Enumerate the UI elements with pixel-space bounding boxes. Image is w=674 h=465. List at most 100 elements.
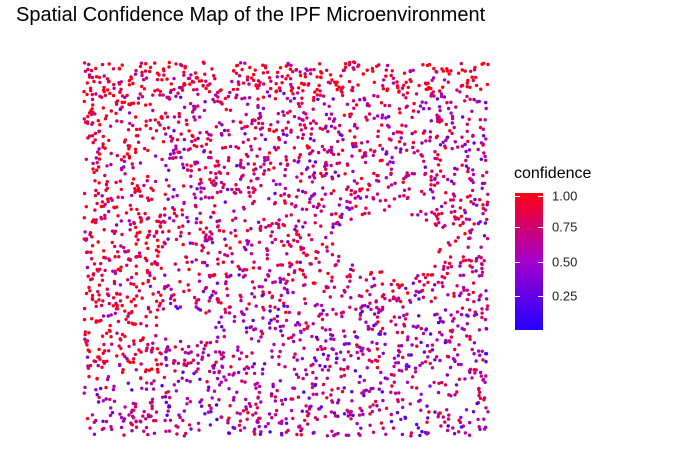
scatter-point bbox=[168, 152, 173, 156]
scatter-point bbox=[245, 228, 250, 233]
scatter-point bbox=[362, 378, 366, 383]
scatter-point bbox=[389, 372, 394, 377]
scatter-point bbox=[125, 295, 129, 299]
scatter-point bbox=[321, 382, 326, 387]
scatter-point bbox=[314, 249, 318, 254]
scatter-point bbox=[99, 303, 104, 308]
scatter-point bbox=[460, 68, 464, 72]
scatter-point bbox=[393, 181, 397, 185]
scatter-point bbox=[167, 60, 171, 65]
scatter-point bbox=[173, 345, 177, 349]
scatter-point bbox=[135, 231, 139, 235]
scatter-point bbox=[351, 66, 355, 70]
scatter-point bbox=[309, 363, 313, 368]
scatter-point bbox=[202, 149, 207, 153]
scatter-point bbox=[190, 133, 194, 138]
scatter-point bbox=[408, 298, 412, 303]
scatter-point bbox=[220, 123, 224, 127]
scatter-point bbox=[173, 262, 177, 266]
scatter-point bbox=[315, 205, 319, 210]
scatter-point bbox=[261, 71, 266, 75]
scatter-point bbox=[428, 332, 433, 336]
scatter-point bbox=[436, 415, 440, 419]
scatter-point bbox=[113, 269, 117, 273]
scatter-point bbox=[287, 193, 291, 198]
scatter-point bbox=[253, 126, 258, 130]
scatter-point bbox=[182, 147, 186, 151]
scatter-point bbox=[332, 189, 336, 193]
scatter-point bbox=[469, 200, 473, 204]
scatter-point bbox=[134, 68, 138, 73]
scatter-point bbox=[208, 177, 212, 182]
scatter-point bbox=[82, 191, 87, 196]
scatter-point bbox=[353, 196, 357, 200]
scatter-point bbox=[103, 117, 108, 121]
scatter-point bbox=[387, 204, 391, 208]
scatter-point bbox=[438, 411, 442, 415]
scatter-point bbox=[321, 391, 325, 395]
scatter-point bbox=[172, 293, 176, 297]
scatter-point bbox=[389, 183, 394, 187]
scatter-point bbox=[249, 144, 253, 149]
scatter-point bbox=[402, 313, 406, 318]
scatter-point bbox=[315, 93, 319, 97]
scatter-point bbox=[120, 370, 125, 375]
scatter-point bbox=[481, 174, 485, 178]
scatter-point bbox=[393, 391, 398, 395]
scatter-point bbox=[103, 93, 108, 98]
scatter-point bbox=[350, 154, 354, 158]
scatter-point bbox=[112, 231, 117, 236]
scatter-point bbox=[438, 108, 442, 113]
scatter-point bbox=[262, 156, 267, 160]
scatter-point bbox=[159, 293, 163, 297]
scatter-point bbox=[235, 164, 239, 168]
scatter-point bbox=[235, 390, 239, 394]
scatter-point bbox=[235, 63, 239, 68]
scatter-point bbox=[407, 187, 411, 191]
scatter-point bbox=[232, 426, 237, 431]
scatter-point bbox=[428, 361, 432, 366]
scatter-point bbox=[465, 334, 469, 338]
scatter-point bbox=[159, 362, 163, 366]
scatter-point bbox=[430, 169, 434, 173]
scatter-point bbox=[101, 88, 106, 92]
scatter-point bbox=[92, 432, 97, 436]
scatter-point bbox=[206, 83, 210, 88]
scatter-point bbox=[274, 182, 278, 187]
scatter-point bbox=[182, 434, 186, 438]
scatter-point bbox=[358, 374, 362, 379]
scatter-point bbox=[402, 194, 406, 198]
scatter-point bbox=[169, 82, 173, 86]
scatter-point bbox=[102, 342, 106, 347]
scatter-point bbox=[330, 177, 335, 181]
scatter-point bbox=[227, 275, 231, 279]
scatter-point bbox=[116, 250, 120, 254]
scatter-point bbox=[253, 136, 257, 141]
scatter-point bbox=[127, 344, 131, 349]
scatter-point bbox=[297, 116, 301, 120]
scatter-point bbox=[323, 414, 327, 419]
scatter-point bbox=[484, 327, 489, 331]
scatter-point bbox=[193, 118, 197, 122]
scatter-point bbox=[276, 222, 281, 227]
scatter-point bbox=[419, 326, 423, 331]
scatter-point bbox=[346, 185, 350, 189]
scatter-point bbox=[324, 112, 329, 117]
scatter-point bbox=[108, 397, 112, 402]
scatter-point bbox=[155, 263, 159, 267]
scatter-point bbox=[469, 69, 473, 74]
scatter-point bbox=[486, 192, 490, 196]
scatter-point bbox=[244, 371, 249, 375]
scatter-point bbox=[190, 139, 194, 144]
scatter-point bbox=[133, 115, 138, 119]
scatter-point bbox=[430, 348, 435, 352]
scatter-point bbox=[103, 216, 107, 220]
scatter-point bbox=[119, 80, 124, 84]
scatter-point bbox=[485, 200, 490, 204]
scatter-point bbox=[319, 171, 323, 176]
scatter-point bbox=[366, 347, 370, 351]
scatter-point bbox=[163, 111, 168, 115]
scatter-point bbox=[196, 361, 200, 365]
scatter-point bbox=[449, 210, 453, 214]
scatter-point bbox=[481, 61, 486, 65]
